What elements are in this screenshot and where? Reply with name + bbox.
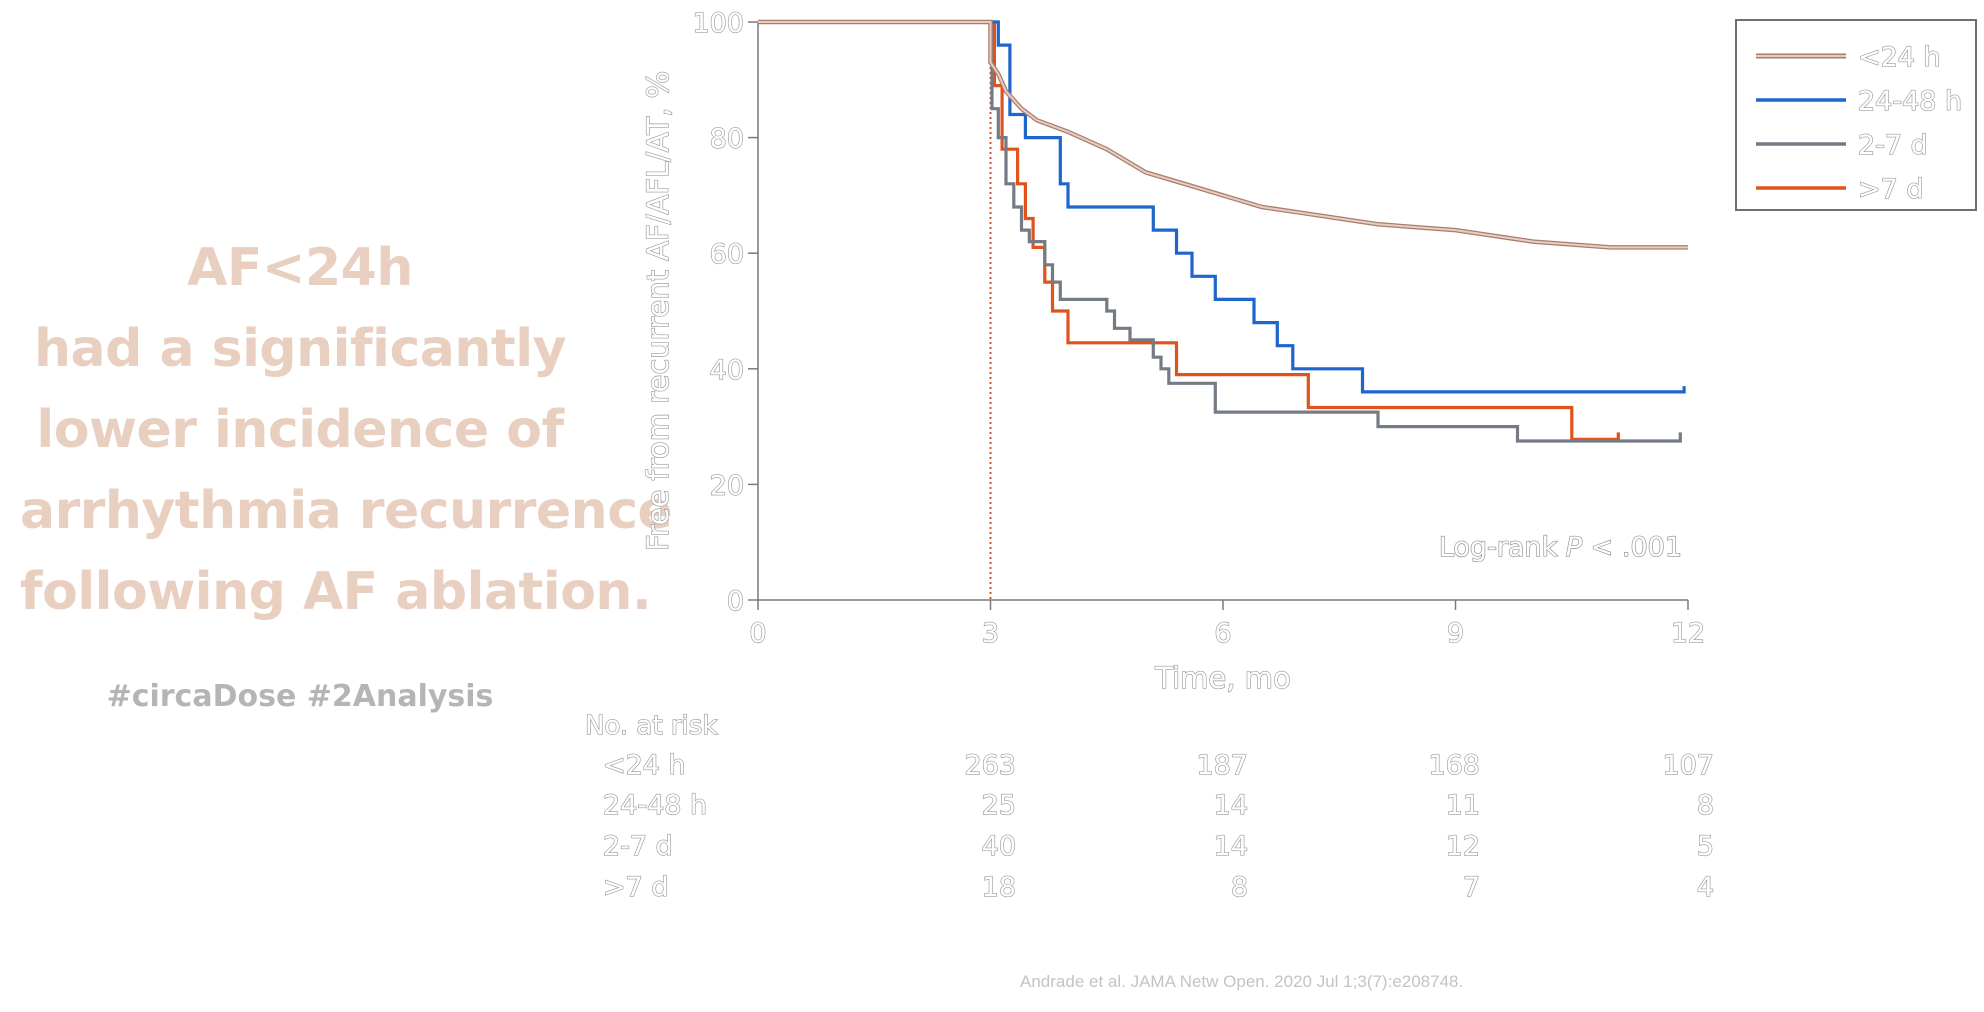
series-line-outline	[758, 19, 1688, 250]
series-line-0	[758, 21, 1688, 249]
x-tick-label: 3	[982, 618, 999, 649]
y-tick-label: 60	[710, 239, 744, 270]
risk-table-value: 14	[1214, 790, 1248, 821]
risk-table-value: 8	[1697, 790, 1714, 821]
risk-table-value: 12	[1446, 831, 1480, 862]
headline-line-4: arrhythmia recurrence	[20, 481, 673, 541]
risk-table-value: 11	[1446, 790, 1480, 821]
risk-row-label: 24-48 h	[603, 790, 707, 821]
risk-row-label: <24 h	[603, 750, 686, 781]
risk-table-value: 7	[1463, 872, 1480, 903]
risk-table-value: 25	[982, 790, 1016, 821]
risk-table-value: 18	[982, 872, 1016, 903]
risk-table-value: 263	[964, 750, 1016, 781]
risk-row-label: 2-7 d	[603, 831, 673, 862]
y-axis-label: Free from recurrent AF/AFL/AT, %	[641, 71, 675, 551]
headline-line-2: had a significantly	[34, 319, 566, 379]
headline-panel: AF<24h had a significantly lower inciden…	[20, 228, 673, 714]
series-line-1	[758, 20, 1686, 394]
risk-table-value: 40	[982, 831, 1016, 862]
log-rank-annotation: Log-rank P < .001	[1439, 532, 1682, 563]
headline-line-3: lower incidence of	[36, 400, 564, 460]
risk-table-value: 107	[1662, 750, 1714, 781]
hashtags: #circaDose #2Analysis	[106, 679, 494, 714]
headline-line-1: AF<24h	[187, 238, 413, 298]
x-tick-label: 9	[1447, 618, 1464, 649]
legend-label: >7 d	[1858, 174, 1924, 205]
x-tick-label: 12	[1671, 618, 1705, 649]
headline-line-5: following AF ablation.	[20, 562, 652, 622]
risk-table-value: 14	[1214, 831, 1248, 862]
x-tick-label: 0	[749, 618, 766, 649]
risk-row-label: >7 d	[603, 872, 669, 903]
y-tick-label: 20	[710, 470, 744, 501]
risk-table-value: 4	[1697, 872, 1714, 903]
series-line-2	[758, 20, 1682, 443]
y-tick-label: 100	[692, 8, 744, 39]
legend-label: 24-48 h	[1858, 86, 1962, 117]
risk-table-value: 8	[1231, 872, 1248, 903]
risk-table-title: No. at risk	[585, 711, 717, 741]
citation: Andrade et al. JAMA Netw Open. 2020 Jul …	[1020, 972, 1464, 991]
legend-label: 2-7 d	[1858, 130, 1928, 161]
risk-table-value: 187	[1196, 750, 1248, 781]
x-axis-label: Time, mo	[1154, 661, 1290, 695]
y-tick-label: 40	[710, 355, 744, 386]
series-line-3	[758, 20, 1620, 441]
y-tick-label: 0	[727, 586, 744, 617]
risk-table-value: 168	[1428, 750, 1480, 781]
x-tick-label: 6	[1214, 618, 1231, 649]
y-tick-label: 80	[710, 124, 744, 155]
risk-table-value: 5	[1697, 831, 1714, 862]
legend-label: <24 h	[1858, 42, 1941, 73]
headline: AF<24h had a significantly lower inciden…	[20, 228, 673, 633]
legend-box	[1735, 19, 1977, 211]
